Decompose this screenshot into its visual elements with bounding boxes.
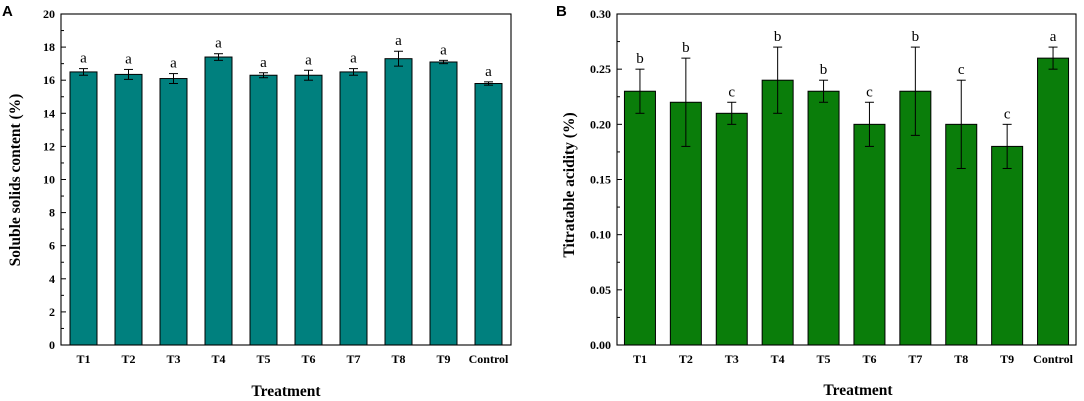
panel-a-bar-t1 <box>69 71 98 346</box>
panel-a-x-tick-label: Control <box>469 352 509 366</box>
panel-b-letter: B <box>556 3 567 20</box>
panel-b-significance-letter: c <box>958 62 965 78</box>
panel-b-bar-t9 <box>991 145 1024 346</box>
panel-b-x-tick-label: T7 <box>908 352 922 366</box>
panel-b-x-tick-label: T2 <box>679 352 693 366</box>
panel-b-ticks: 0.00 0.05 0.10 0.15 0.20 0.25 0.30 T1 T2 T3 T4 T5 T6… <box>590 7 1074 366</box>
panel-a-bar-t6 <box>294 74 323 346</box>
panel-a-significance-letter: a <box>485 64 492 80</box>
panel-a-significance-letter: a <box>395 33 402 49</box>
panel-b-y-tick-label: 0.05 <box>590 283 611 297</box>
panel-b-bar-t3 <box>715 112 748 346</box>
panel-b-bar-t1 <box>623 90 656 346</box>
panel-b-x-tick-label: T3 <box>725 352 739 366</box>
panel-b-bar-t5 <box>807 90 840 346</box>
panel-a-bar-t2 <box>114 73 143 346</box>
panel-b-y-tick-label: 0.10 <box>590 228 611 242</box>
panel-b-bar-t4 <box>761 79 794 346</box>
panel-a-y-tick-label: 0 <box>49 338 55 352</box>
panel-a-x-tick-label: T2 <box>121 352 135 366</box>
panel-b-bar-control <box>1037 57 1070 346</box>
panel-a-bar-t8 <box>384 58 413 346</box>
panel-b-significance-letter: a <box>1050 29 1057 45</box>
panel-b-x-tick-label: T6 <box>862 352 876 366</box>
panel-a-y-tick-label: 6 <box>49 239 55 253</box>
panel-a-y-tick-label: 18 <box>43 40 55 54</box>
panel-a-y-tick-label: 16 <box>43 73 55 87</box>
panel-a-significance-letter: a <box>170 56 177 72</box>
panel-b-significance-letter: c <box>728 84 735 100</box>
panel-b-x-axis-title: Treatment <box>823 382 893 399</box>
panel-a-y-tick-label: 8 <box>49 206 55 220</box>
panel-a-y-axis-title: Soluble solids content (%) <box>7 94 24 267</box>
panel-b-significance-letter: b <box>774 29 782 45</box>
panel-a-x-tick-label: T8 <box>391 352 405 366</box>
panel-a-significance-letter: a <box>305 52 312 68</box>
panel-a-x-tick-label: T1 <box>76 352 90 366</box>
panel-a-bars: a a a a a a a a a a <box>69 33 503 346</box>
panel-b-significance-letter: b <box>912 29 920 45</box>
panel-a-x-axis-title: Treatment <box>251 383 321 400</box>
panel-b-x-tick-label: T9 <box>1000 352 1014 366</box>
panel-b-y-tick-label: 0.20 <box>590 117 611 131</box>
panel-b-y-tick-label: 0.00 <box>590 338 611 352</box>
panel-b-significance-letter: c <box>866 84 873 100</box>
panel-b-x-tick-label: T4 <box>771 352 785 366</box>
panel-a-bar-control <box>474 83 503 346</box>
panel-a-y-tick-label: 14 <box>43 106 55 120</box>
panel-a-x-tick-label: T5 <box>256 352 270 366</box>
panel-b-x-tick-label: T1 <box>633 352 647 366</box>
panel-b-significance-letter: b <box>820 62 828 78</box>
panel-a-y-tick-label: 20 <box>43 7 55 21</box>
panel-b: B Titratable acidity (%) Treatment 0.000… <box>556 3 1077 399</box>
panel-a-letter: A <box>2 3 13 20</box>
panel-a-bar-t3 <box>159 78 188 346</box>
panel-a-x-tick-label: T6 <box>301 352 315 366</box>
panel-a-significance-letter: a <box>350 51 357 67</box>
panel-a-x-tick-label: T7 <box>346 352 360 366</box>
panel-b-significance-letter: b <box>636 51 644 67</box>
panel-a-ticks: 0 2 4 6 8 10 12 14 16 18 20 T1 T2 T3 T4 T5 T6 T7 T8 T9 Contr… <box>43 7 509 366</box>
panel-a-bar-t9 <box>429 61 458 346</box>
panel-a: A Soluble solids content (%) Treatment 0… <box>2 3 512 400</box>
panel-b-y-tick-label: 0.15 <box>590 173 611 187</box>
panel-a-x-tick-label: T4 <box>211 352 225 366</box>
panel-b-y-tick-label: 0.25 <box>590 62 611 76</box>
panel-b-plot-frame <box>616 13 1077 346</box>
panel-b-x-tick-label: T5 <box>817 352 831 366</box>
panel-a-y-tick-label: 4 <box>49 272 55 286</box>
panel-a-significance-letter: a <box>125 51 132 67</box>
panel-a-significance-letter: a <box>215 36 222 52</box>
panel-a-x-tick-label: T3 <box>166 352 180 366</box>
panel-b-x-tick-label: Control <box>1033 352 1073 366</box>
panel-a-y-tick-label: 12 <box>43 139 55 153</box>
panel-b-significance-letter: b <box>682 40 690 56</box>
panel-a-bar-t7 <box>339 71 368 346</box>
panel-b-y-axis-title: Titratable acidity (%) <box>561 112 578 257</box>
panel-a-x-tick-label: T9 <box>436 352 450 366</box>
panel-a-y-tick-label: 10 <box>43 173 55 187</box>
panel-b-y-tick-label: 0.30 <box>590 7 611 21</box>
panel-a-significance-letter: a <box>260 55 267 71</box>
panel-a-significance-letter: a <box>80 51 87 67</box>
panel-b-x-tick-label: T8 <box>954 352 968 366</box>
panel-a-bar-t5 <box>249 74 278 346</box>
panel-a-y-tick-label: 2 <box>49 305 55 319</box>
panel-a-significance-letter: a <box>440 42 447 58</box>
panel-a-bar-t4 <box>204 56 233 346</box>
panel-b-bar-t6 <box>853 123 886 346</box>
panel-b-significance-letter: c <box>1004 106 1011 122</box>
panel-b-bars: b b c b b c b c c a <box>623 29 1070 346</box>
panel-a-plot-frame <box>60 13 512 346</box>
